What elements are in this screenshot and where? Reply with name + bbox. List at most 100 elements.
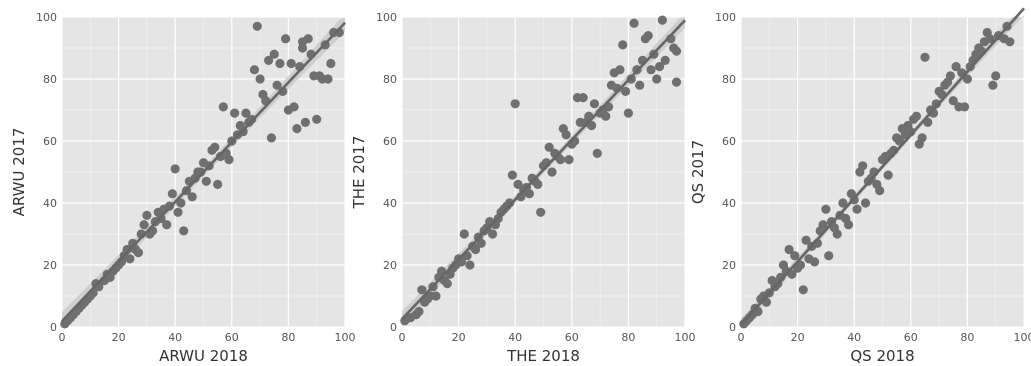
- data-point: [470, 244, 481, 255]
- regression-line: [740, 7, 1025, 326]
- y-tick-label: 60: [383, 135, 397, 148]
- data-point: [289, 102, 299, 112]
- data-point: [297, 43, 308, 53]
- data-point: [167, 189, 177, 199]
- chart-panel-1: 0 20 40 60 80 100 0 20 40 60 80 100 ARWU 2018 ARWU 20…: [10, 11, 356, 365]
- data-point: [945, 71, 956, 81]
- data-point: [671, 77, 682, 87]
- data-point: [959, 102, 970, 112]
- data-point: [300, 117, 310, 127]
- data-point: [266, 133, 277, 143]
- data-point: [951, 62, 961, 72]
- data-point: [962, 74, 973, 84]
- data-point: [555, 155, 566, 165]
- x-tick-label: 80: [621, 331, 635, 344]
- data-point: [187, 192, 197, 202]
- data-point: [213, 179, 223, 189]
- chart-panel-3: 0 20 40 60 80 100 0 20 40 60 80 100 QS 2018 QS 2017: [689, 7, 1031, 365]
- x-tick-label: 40: [508, 331, 522, 344]
- data-point: [798, 285, 808, 295]
- data-point: [176, 198, 186, 208]
- x-tick-label: 100: [1014, 331, 1031, 344]
- x-axis-label: ARWU 2018: [159, 347, 248, 365]
- data-point: [269, 49, 279, 59]
- y-tick-label: 80: [722, 73, 736, 86]
- y-axis-label: ARWU 2017: [10, 128, 28, 217]
- data-point: [275, 58, 285, 69]
- data-point: [860, 198, 871, 208]
- data-point: [272, 80, 282, 90]
- data-point: [504, 198, 515, 208]
- data-point: [1005, 37, 1015, 47]
- y-tick-label: 20: [722, 259, 736, 272]
- data-point: [790, 251, 800, 261]
- data-point: [657, 15, 667, 25]
- data-point: [821, 204, 831, 214]
- data-point: [618, 40, 628, 50]
- data-point: [561, 130, 571, 140]
- data-point: [442, 279, 452, 289]
- data-point: [162, 220, 172, 230]
- y-tick-label: 80: [383, 73, 397, 86]
- x-tick-label: 60: [904, 331, 918, 344]
- x-tick-label: 40: [847, 331, 861, 344]
- y-tick-label: 60: [43, 135, 57, 148]
- x-tick-label: 40: [168, 331, 182, 344]
- data-point: [487, 229, 498, 239]
- data-point: [133, 248, 144, 258]
- data-point: [431, 291, 441, 301]
- data-point: [524, 189, 534, 199]
- x-tick-label: 60: [565, 331, 579, 344]
- x-tick-label: 100: [335, 331, 356, 344]
- data-point: [179, 226, 189, 236]
- x-tick-label: 100: [675, 331, 696, 344]
- data-point: [652, 74, 662, 84]
- x-tick-label: 0: [399, 331, 406, 344]
- data-point: [326, 58, 336, 69]
- x-tick-label: 80: [281, 331, 295, 344]
- data-point: [654, 62, 665, 72]
- data-point: [875, 186, 885, 196]
- x-tick-label: 60: [225, 331, 239, 344]
- data-point: [858, 161, 868, 171]
- data-point: [303, 34, 313, 44]
- y-tick-label: 60: [722, 135, 736, 148]
- data-point: [459, 229, 469, 239]
- data-point: [249, 65, 260, 75]
- data-point: [564, 155, 574, 165]
- x-tick-label: 80: [960, 331, 974, 344]
- y-tick-label: 20: [383, 259, 397, 272]
- data-point: [252, 21, 262, 31]
- y-axis-label: THE 2017: [350, 136, 368, 210]
- data-point: [241, 108, 251, 118]
- data-point: [417, 285, 427, 295]
- y-tick-label: 40: [722, 197, 736, 210]
- y-tick-label: 20: [43, 259, 57, 272]
- data-point: [263, 55, 274, 65]
- data-point: [286, 58, 296, 69]
- data-point: [592, 148, 602, 158]
- data-point: [230, 108, 240, 118]
- chart-panel-2: 0 20 40 60 80 100 0 20 40 60 80 100 THE 2018 THE 2017: [350, 11, 696, 365]
- y-tick-label: 0: [729, 321, 736, 334]
- x-tick-label: 0: [738, 331, 745, 344]
- data-point: [843, 220, 854, 230]
- data-point: [507, 170, 517, 180]
- data-point: [201, 176, 211, 186]
- data-point: [255, 74, 265, 84]
- data-point: [646, 65, 656, 75]
- data-point: [510, 99, 520, 109]
- data-point: [635, 80, 645, 90]
- data-point: [125, 254, 135, 264]
- data-point: [671, 46, 682, 56]
- data-point: [832, 229, 842, 239]
- data-point: [578, 93, 588, 103]
- x-tick-label: 20: [112, 331, 126, 344]
- data-point: [476, 238, 486, 248]
- data-point: [210, 142, 220, 152]
- x-tick-label: 20: [791, 331, 805, 344]
- x-tick-label: 0: [59, 331, 66, 344]
- data-point: [917, 133, 927, 143]
- data-point: [414, 306, 424, 317]
